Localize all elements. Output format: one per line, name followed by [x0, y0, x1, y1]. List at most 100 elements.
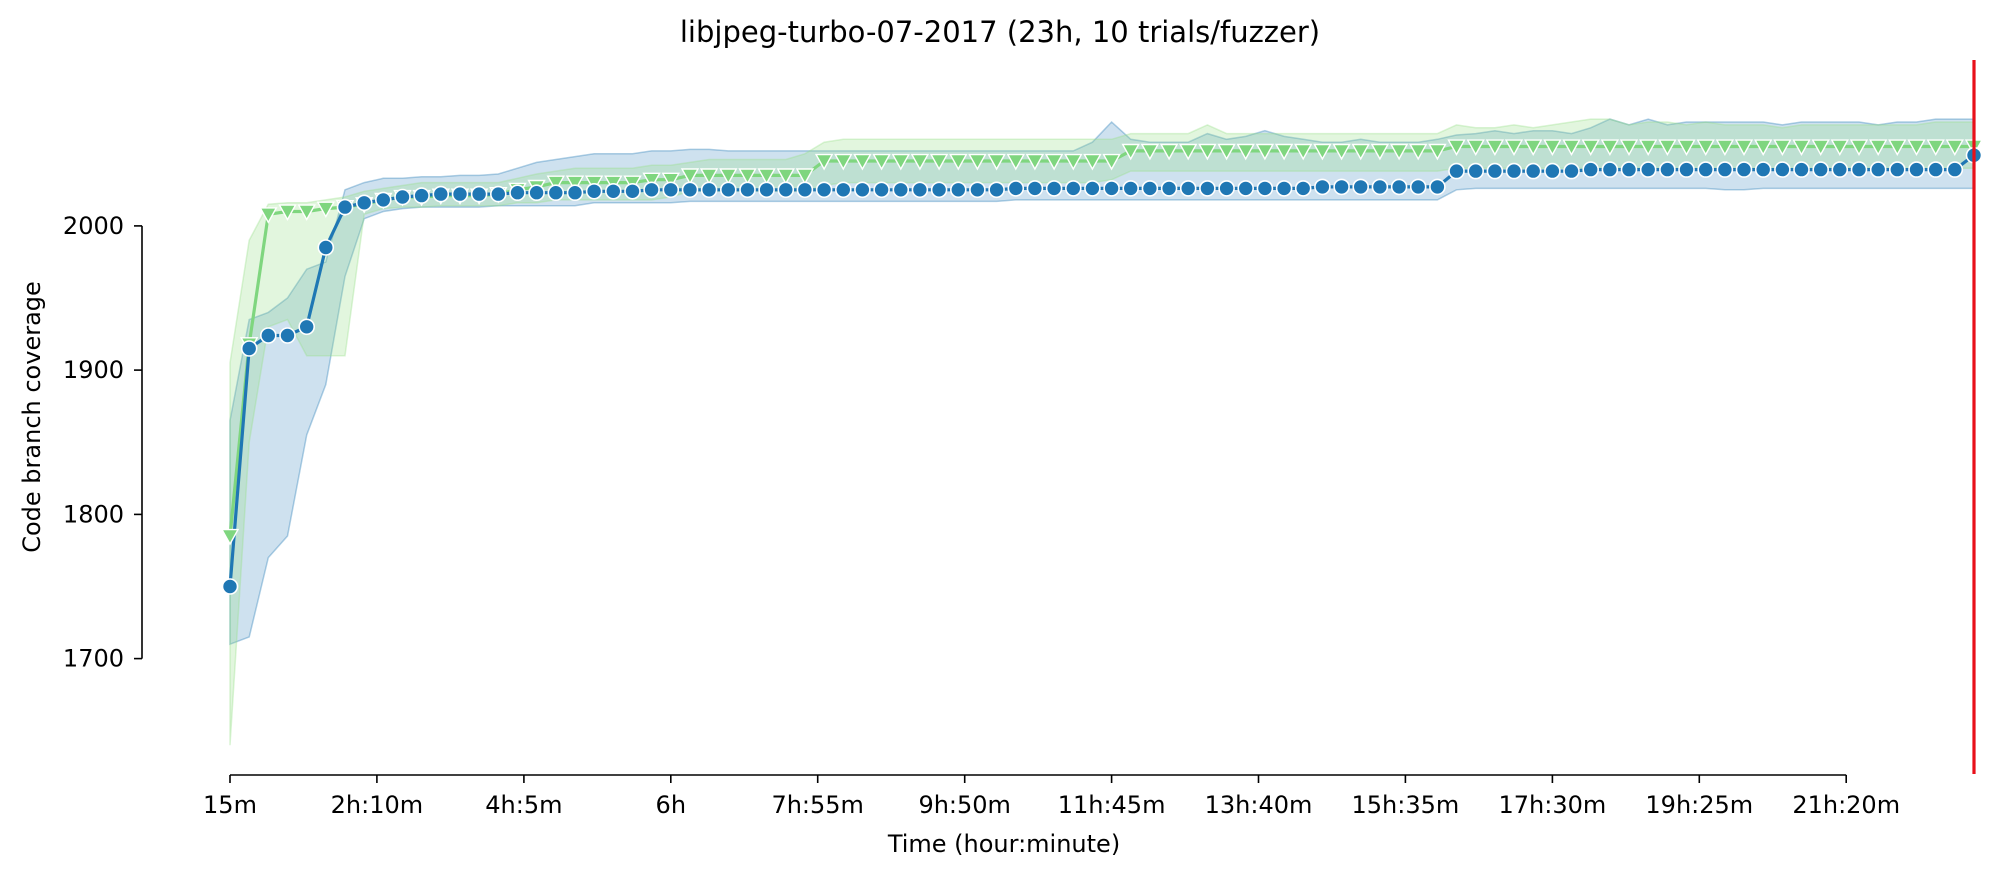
data-point: [1064, 153, 1083, 171]
data-point: [1294, 180, 1312, 197]
data-point: [1601, 161, 1619, 178]
series-lines: [228, 144, 1975, 587]
data-point: [795, 168, 815, 185]
data-point: [1045, 180, 1063, 197]
data-point: [910, 153, 930, 171]
x-axis-title: Time (hour:minute): [887, 830, 1120, 858]
data-point: [1467, 162, 1484, 180]
data-point: [1581, 139, 1600, 156]
data-point: [1102, 153, 1121, 171]
data-point: [1543, 139, 1562, 156]
data-point: [1217, 143, 1236, 161]
data-point: [1620, 161, 1638, 178]
data-point: [1390, 178, 1408, 196]
data-point: [1754, 161, 1772, 178]
data-point: [1160, 180, 1178, 197]
data-point: [317, 239, 335, 256]
data-point: [1773, 139, 1792, 156]
data-point: [432, 185, 450, 203]
x-tick-label: 13h:40m: [1205, 791, 1313, 819]
data-point: [1255, 143, 1275, 161]
data-point: [1582, 161, 1599, 178]
data-point: [566, 184, 584, 201]
data-point: [451, 185, 469, 203]
x-tick-label: 2h:10m: [331, 791, 423, 819]
x-tick-label: 15h:35m: [1352, 791, 1460, 819]
x-tick-label: 17h:30m: [1499, 791, 1607, 819]
data-point: [1409, 178, 1427, 196]
data-point: [1774, 161, 1791, 178]
data-point: [1639, 139, 1658, 156]
data-point: [1179, 180, 1197, 197]
data-point: [1907, 139, 1926, 156]
data-point: [546, 175, 565, 193]
data-point: [949, 181, 967, 199]
data-point: [1524, 162, 1542, 180]
data-point: [1447, 139, 1466, 156]
data-point: [1562, 139, 1581, 156]
data-point: [489, 185, 507, 203]
data-point: [988, 181, 1005, 199]
x-tick-label: 9h:50m: [918, 791, 1010, 819]
data-point: [1025, 153, 1045, 171]
data-point: [1122, 180, 1139, 197]
data-point: [1256, 180, 1274, 197]
data-point: [1314, 178, 1331, 196]
axes: 1700 1800 1900 2000 15m 2h:10m 4h:5m 6h 7h:55m 9h…: [63, 60, 1976, 819]
data-point: [1754, 139, 1773, 156]
data-point: [662, 181, 680, 199]
data-point: [1659, 161, 1676, 178]
data-point: [1140, 143, 1160, 161]
x-tick-label: 7h:55m: [771, 791, 863, 819]
data-point: [1504, 139, 1524, 156]
data-point: [1179, 143, 1198, 161]
data-point: [278, 204, 297, 221]
data-point: [1830, 139, 1849, 156]
confidence-band-2: [229, 118, 1975, 746]
data-point: [739, 181, 756, 199]
data-point: [1006, 153, 1025, 171]
data-point: [1065, 180, 1082, 197]
data-point: [1908, 161, 1925, 178]
data-point: [1889, 161, 1906, 178]
data-point: [1926, 139, 1945, 156]
data-point: [1352, 178, 1369, 196]
data-point: [1198, 143, 1217, 161]
data-point: [1313, 143, 1332, 161]
data-point: [814, 153, 834, 171]
data-point: [374, 191, 392, 209]
y-tick-label: 2000: [63, 212, 124, 240]
data-point: [815, 181, 833, 199]
data-point: [796, 181, 814, 199]
data-point: [1389, 143, 1409, 161]
data-point: [661, 172, 680, 190]
data-point: [585, 183, 603, 200]
data-point: [969, 181, 986, 199]
data-point: [1888, 139, 1907, 156]
data-point: [1505, 162, 1523, 180]
data-point: [949, 153, 968, 171]
data-point: [1544, 162, 1561, 180]
data-point: [1946, 161, 1964, 178]
data-point: [547, 184, 565, 201]
series-line-1: [228, 153, 1975, 587]
data-point: [1428, 143, 1447, 161]
data-point: [259, 327, 277, 344]
data-point: [1869, 139, 1888, 156]
data-point: [892, 181, 910, 199]
data-point: [1141, 180, 1159, 197]
data-point: [1945, 139, 1964, 156]
data-point: [259, 207, 278, 224]
data-point: [1370, 143, 1390, 161]
data-point: [680, 168, 700, 185]
data-point: [1811, 139, 1830, 156]
data-point: [624, 183, 641, 200]
data-point: [968, 153, 987, 171]
data-point: [297, 204, 316, 221]
data-point: [757, 168, 776, 185]
data-point: [1619, 139, 1639, 156]
data-point: [1218, 180, 1235, 197]
data-point: [1275, 180, 1293, 197]
data-point: [929, 153, 949, 171]
